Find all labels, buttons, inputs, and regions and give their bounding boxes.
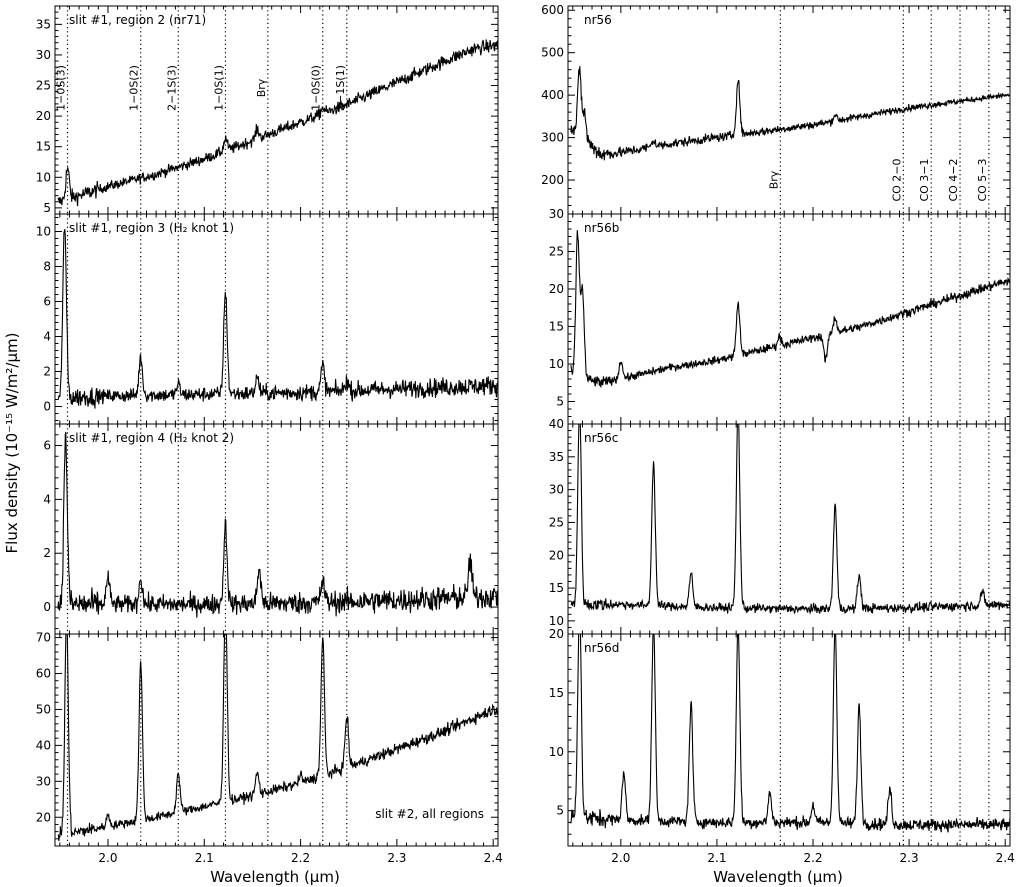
spectrum-line — [57, 229, 498, 409]
y-tick-label: 40 — [36, 738, 51, 752]
y-tick-label: 300 — [541, 131, 564, 145]
y-tick-label: 70 — [36, 631, 51, 645]
x-tick-label: 2.3 — [387, 851, 406, 865]
emission-line-label: CO 5−3 — [976, 158, 989, 201]
panel-right-3: 2.0 2.1 2.2 2.3 2.4 5 10 15 20 nr56d — [549, 627, 1015, 865]
spectrum-line — [570, 66, 1010, 161]
panel-left-1: 0 2 4 6 8 10 slit #1, region 3 (H₂ knot 1) — [36, 213, 499, 425]
y-tick-label: 15 — [549, 581, 564, 595]
panel-label: nr56d — [584, 641, 619, 655]
y-tick-label: 10 — [36, 170, 51, 184]
y-tick-label: 60 — [36, 667, 51, 681]
y-tick-label: 200 — [541, 173, 564, 187]
y-tick-label: 20 — [549, 548, 564, 562]
x-tick-label: 2.1 — [707, 851, 726, 865]
emission-line-label: 1−0S(2) — [128, 65, 141, 111]
panel-right-2: 10 15 20 25 30 35 40 nr56c — [549, 417, 1011, 635]
spectrum-line — [570, 424, 1010, 615]
y-tick-label: 25 — [549, 245, 564, 259]
panel-label: slit #1, region 2 (nr71) — [69, 13, 206, 27]
y-tick-label: 10 — [36, 225, 51, 239]
emission-line-label: 1−0S(1) — [212, 65, 225, 111]
y-tick-label: 2 — [43, 365, 51, 379]
emission-line-label: 2−1S(1) — [334, 65, 347, 111]
emission-line-label: CO 3−1 — [918, 158, 931, 201]
y-tick-label: 5 — [556, 395, 564, 409]
x-tick-label: 2.1 — [195, 851, 214, 865]
y-tick-label: 25 — [36, 79, 51, 93]
y-tick-label: 0 — [43, 400, 51, 414]
x-tick-label: 2.3 — [900, 851, 919, 865]
spectrum-line — [570, 634, 1010, 833]
panel-label: nr56c — [584, 431, 618, 445]
spectrum-line — [570, 230, 1010, 389]
x-axis-title-left: Wavelength (μm) — [210, 868, 340, 886]
y-tick-label: 400 — [541, 88, 564, 102]
emission-line-label: CO 4−2 — [947, 158, 960, 201]
spectrum-line — [57, 431, 498, 618]
y-tick-label: 0 — [43, 600, 51, 614]
x-tick-label: 2.0 — [611, 851, 630, 865]
panel-left-0: 5 10 15 20 25 30 35 slit #1, region 2 (nr71) 1−0… — [36, 5, 499, 215]
y-tick-label: 30 — [36, 48, 51, 62]
y-tick-label: 35 — [549, 450, 564, 464]
y-tick-label: 25 — [549, 515, 564, 529]
emission-line-label: 1−0S(0) — [310, 65, 323, 111]
panel-label: nr56 — [584, 13, 612, 27]
y-tick-label: 20 — [549, 282, 564, 296]
y-tick-label: 4 — [43, 492, 51, 506]
y-tick-label: 2 — [43, 546, 51, 560]
emission-line-label: 2−1S(3) — [165, 65, 178, 111]
y-tick-label: 10 — [549, 357, 564, 371]
panel-frame — [54, 633, 499, 847]
y-tick-label: 35 — [36, 17, 51, 31]
panel-label: slit #1, region 3 (H₂ knot 1) — [69, 221, 234, 235]
y-tick-label: 30 — [549, 207, 564, 221]
y-tick-label: 15 — [549, 320, 564, 334]
x-tick-label: 2.2 — [291, 851, 310, 865]
y-tick-label: 4 — [43, 330, 51, 344]
y-tick-label: 600 — [541, 3, 564, 17]
emission-line-label: CO 2−0 — [890, 158, 903, 201]
y-tick-label: 40 — [549, 417, 564, 431]
x-tick-label: 2.4 — [484, 851, 503, 865]
spectrum-line — [57, 39, 498, 207]
y-tick-label: 500 — [541, 46, 564, 60]
x-tick-label: 2.2 — [803, 851, 822, 865]
panel-right-0: 200 300 400 500 600 nr56 Brγ CO 2−0 CO 3−1 CO 4−2… — [541, 3, 1011, 215]
y-tick-label: 30 — [549, 483, 564, 497]
y-tick-label: 20 — [549, 627, 564, 641]
y-tick-label: 6 — [43, 295, 51, 309]
panel-label: nr56b — [584, 221, 619, 235]
x-axis-title-right: Wavelength (μm) — [713, 868, 843, 886]
spectrum-line — [57, 634, 498, 842]
y-tick-label: 10 — [549, 614, 564, 628]
y-tick-label: 20 — [36, 109, 51, 123]
y-axis-title: Flux density (10⁻¹⁵ W/m²/μm) — [3, 333, 21, 554]
emission-line-label: Brγ — [255, 78, 268, 97]
emission-line-label: Brγ — [767, 170, 780, 189]
y-tick-label: 5 — [43, 201, 51, 215]
y-tick-label: 5 — [556, 804, 564, 818]
panel-label: slit #2, all regions — [375, 807, 484, 821]
y-tick-label: 15 — [549, 686, 564, 700]
panel-label: slit #1, region 4 (H₂ knot 2) — [69, 431, 234, 445]
x-tick-label: 2.0 — [98, 851, 117, 865]
y-tick-label: 50 — [36, 702, 51, 716]
y-tick-label: 15 — [36, 140, 51, 154]
y-tick-label: 20 — [36, 810, 51, 824]
y-tick-label: 6 — [43, 439, 51, 453]
panel-left-3: 2.0 2.1 2.2 2.3 2.4 20 30 40 50 60 70 slit #2, all … — [36, 631, 503, 865]
x-tick-label: 2.4 — [996, 851, 1015, 865]
y-tick-label: 8 — [43, 260, 51, 274]
emission-line-label: 1−0S(3) — [55, 65, 68, 111]
y-tick-label: 30 — [36, 774, 51, 788]
y-tick-label: 10 — [549, 745, 564, 759]
